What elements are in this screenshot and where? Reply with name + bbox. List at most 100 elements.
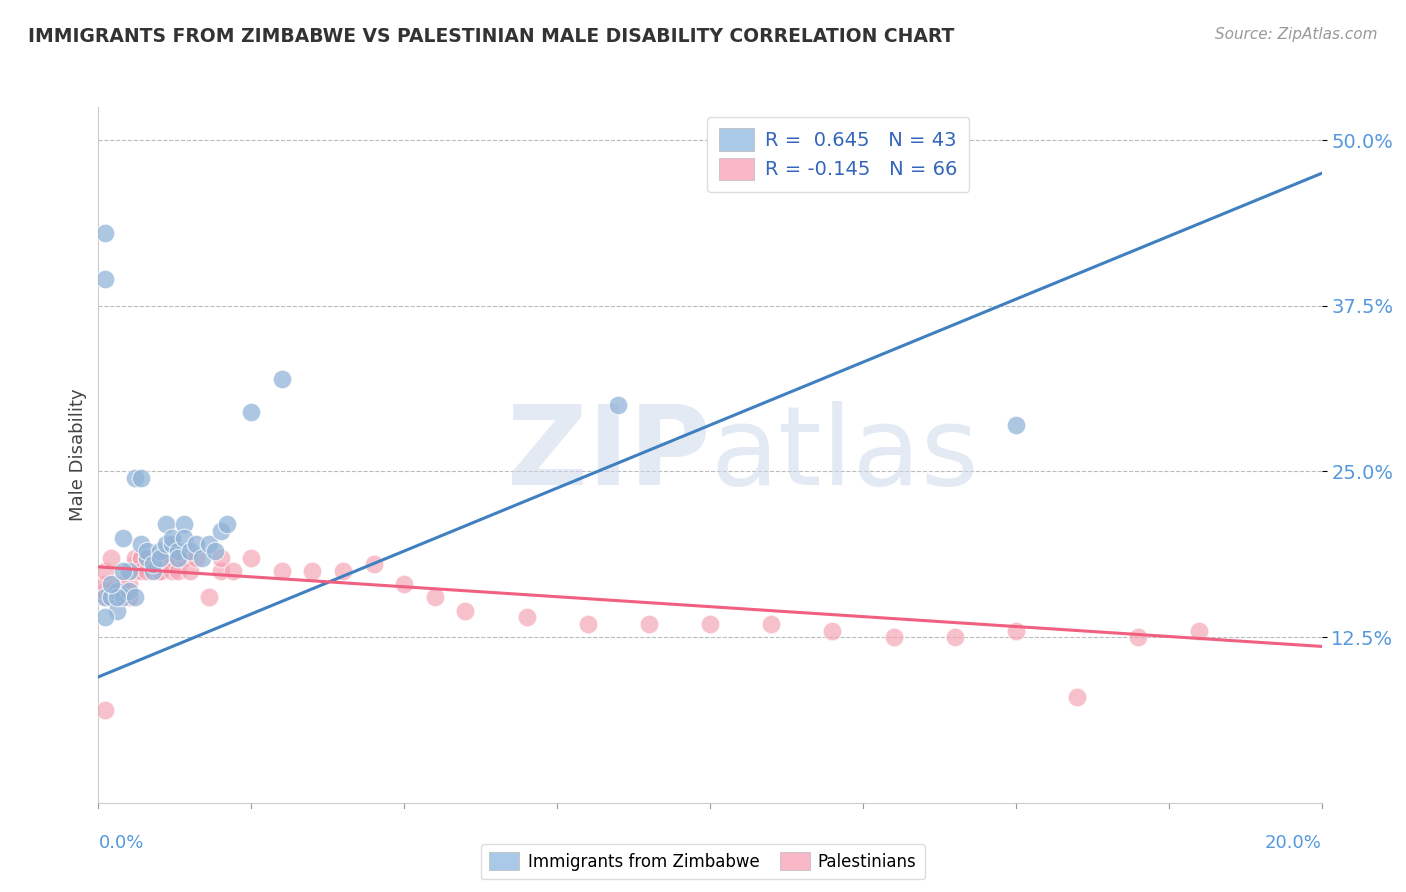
Point (1004, 624, 1026, 638)
Point (173, 531, 195, 545)
Point (240, 550, 263, 565)
Point (93, 272, 115, 286)
Point (129, 471, 152, 485)
Point (186, 537, 208, 551)
Text: Source: ZipAtlas.com: Source: ZipAtlas.com (1215, 27, 1378, 42)
Point (209, 550, 232, 565)
Point (173, 550, 195, 565)
Point (100, 577, 122, 591)
Point (100, 591, 122, 605)
Point (167, 544, 190, 558)
Point (160, 531, 183, 545)
Point (105, 591, 128, 605)
Point (173, 517, 195, 532)
Point (136, 544, 159, 558)
Point (124, 558, 146, 572)
Point (191, 550, 214, 565)
Point (105, 591, 128, 605)
Point (222, 564, 245, 578)
Point (149, 550, 172, 565)
Point (105, 591, 128, 605)
Point (155, 517, 177, 532)
Point (100, 591, 122, 605)
Point (759, 616, 782, 631)
Point (637, 616, 661, 631)
Point (118, 591, 141, 605)
Point (160, 537, 183, 551)
Point (197, 591, 219, 605)
Point (821, 624, 844, 638)
Point (111, 591, 134, 605)
Point (516, 610, 538, 624)
Point (93, 577, 115, 591)
Point (142, 558, 165, 572)
Point (332, 564, 354, 578)
Point (167, 550, 190, 565)
Point (576, 616, 599, 631)
Point (93, 610, 115, 624)
Point (111, 564, 134, 578)
Point (124, 471, 146, 485)
Point (105, 583, 128, 598)
Point (118, 564, 141, 578)
Point (179, 544, 201, 558)
Point (1188, 624, 1211, 638)
Legend: Immigrants from Zimbabwe, Palestinians: Immigrants from Zimbabwe, Palestinians (481, 844, 925, 880)
Point (160, 550, 183, 565)
Point (93, 591, 115, 605)
Point (129, 550, 152, 565)
Point (124, 550, 146, 565)
Point (215, 517, 238, 532)
Point (301, 564, 323, 578)
Point (93, 591, 115, 605)
Point (111, 577, 134, 591)
Text: ZIP: ZIP (506, 401, 710, 508)
Point (699, 616, 721, 631)
Point (136, 550, 159, 565)
Point (118, 583, 141, 598)
Point (149, 544, 172, 558)
Point (136, 550, 159, 565)
Point (392, 577, 416, 591)
Point (93, 703, 115, 717)
Text: atlas: atlas (710, 401, 979, 508)
Point (105, 604, 128, 618)
Point (204, 544, 226, 558)
Point (93, 226, 115, 240)
Point (100, 583, 122, 598)
Point (129, 564, 152, 578)
Point (209, 564, 232, 578)
Point (179, 564, 201, 578)
Point (124, 591, 146, 605)
Point (129, 550, 152, 565)
Text: IMMIGRANTS FROM ZIMBABWE VS PALESTINIAN MALE DISABILITY CORRELATION CHART: IMMIGRANTS FROM ZIMBABWE VS PALESTINIAN … (28, 27, 955, 45)
Point (607, 398, 630, 412)
Point (136, 564, 159, 578)
Point (100, 550, 122, 565)
Point (105, 577, 128, 591)
Point (93, 583, 115, 598)
Point (155, 537, 177, 551)
Text: 20.0%: 20.0% (1265, 834, 1322, 852)
Text: 0.0%: 0.0% (98, 834, 143, 852)
Point (111, 591, 134, 605)
Point (197, 537, 219, 551)
Point (118, 564, 141, 578)
Point (1004, 418, 1026, 433)
Point (142, 564, 165, 578)
Point (118, 591, 141, 605)
Point (240, 405, 263, 419)
Point (423, 591, 446, 605)
Point (363, 558, 385, 572)
Point (129, 537, 152, 551)
Point (142, 550, 165, 565)
Point (167, 550, 190, 565)
Point (111, 531, 134, 545)
Point (270, 564, 292, 578)
Point (149, 564, 172, 578)
Point (124, 564, 146, 578)
Point (111, 583, 134, 598)
Point (454, 604, 477, 618)
Y-axis label: Male Disability: Male Disability (69, 389, 87, 521)
Point (209, 524, 232, 538)
